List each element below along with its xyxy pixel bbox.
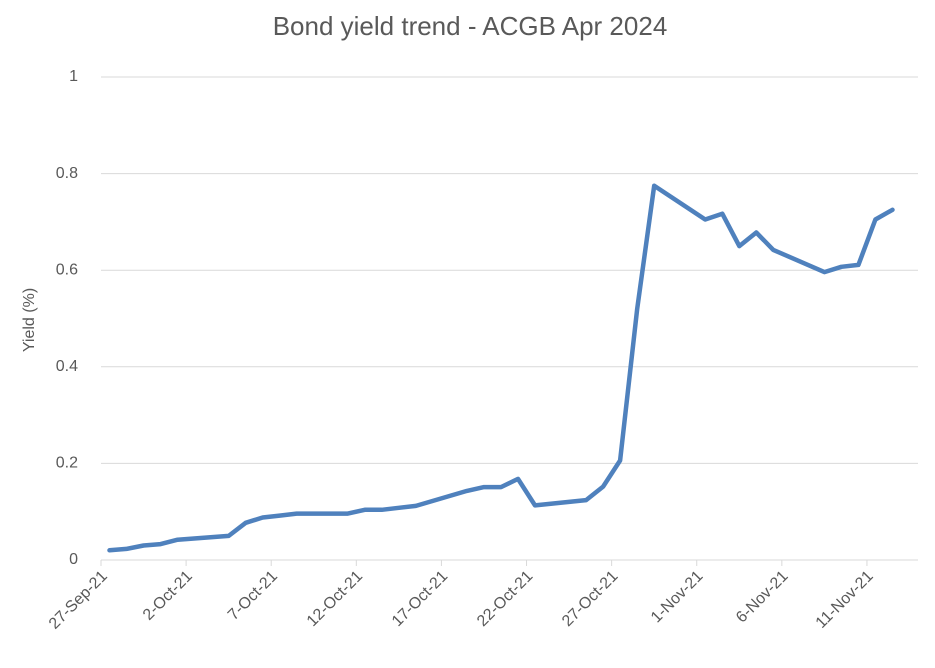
chart-title: Bond yield trend - ACGB Apr 2024 — [273, 11, 668, 41]
y-tick-label: 1 — [69, 68, 78, 85]
y-tick-label: 0.6 — [56, 261, 78, 278]
y-axis-label: Yield (%) — [21, 288, 38, 352]
y-tick-label: 0 — [69, 551, 78, 568]
x-tick-label: 11-Nov-21 — [813, 568, 877, 632]
x-tick-label: 6-Nov-21 — [733, 568, 792, 627]
x-tick-label: 7-Oct-21 — [225, 568, 281, 624]
x-tick-label: 22-Oct-21 — [474, 568, 536, 630]
x-tick-label: 27-Oct-21 — [559, 568, 621, 630]
x-tick-label: 1-Nov-21 — [648, 568, 707, 627]
y-tick-label: 0.8 — [56, 165, 78, 182]
y-tick-label: 0.2 — [56, 455, 78, 472]
data-line — [107, 183, 895, 553]
x-tick-label: 12-Oct-21 — [304, 568, 366, 630]
y-tick-label: 0.4 — [56, 358, 78, 375]
x-tick-label: 27-Sep-21 — [46, 568, 111, 633]
x-tick-label: 2-Oct-21 — [140, 568, 196, 624]
x-tick-label: 17-Oct-21 — [389, 568, 451, 630]
